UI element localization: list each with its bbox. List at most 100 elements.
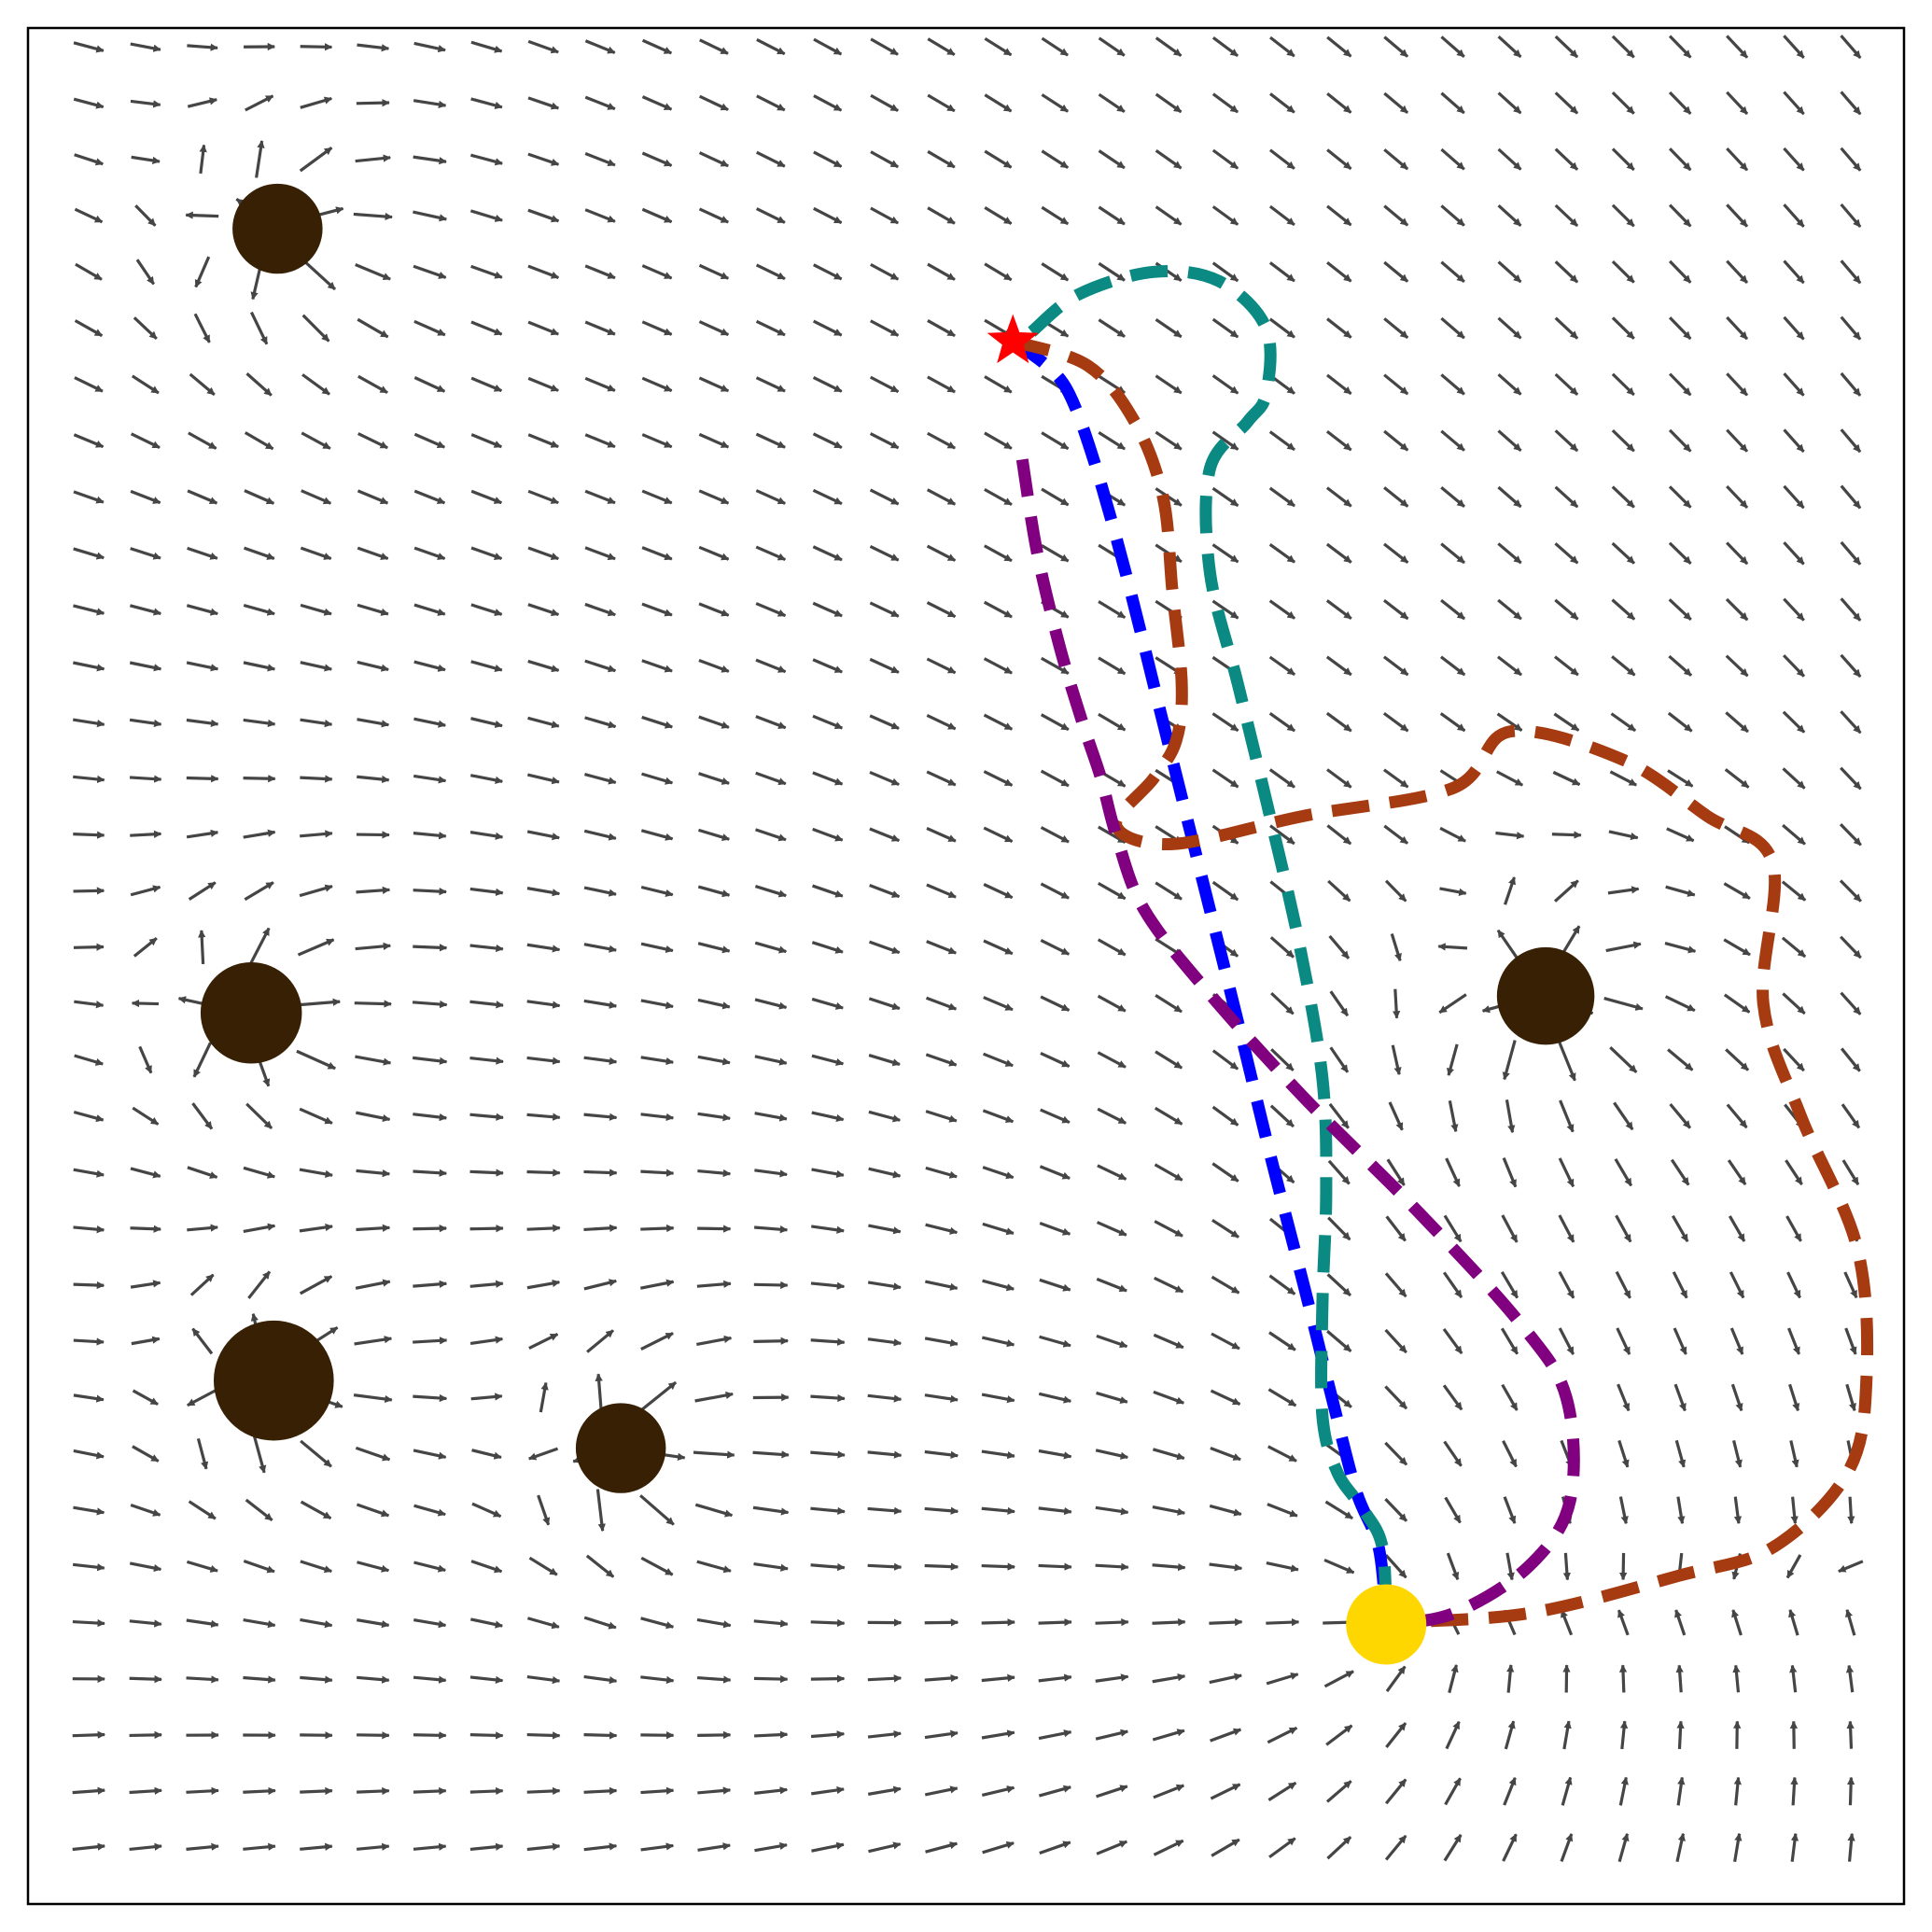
- field-arrow: [132, 1106, 160, 1126]
- field-arrow: [130, 547, 161, 560]
- field-arrow: [1560, 1833, 1574, 1863]
- field-arrow: [470, 320, 503, 336]
- field-arrow: [583, 829, 617, 841]
- field-arrow: [300, 775, 333, 783]
- field-arrow: [527, 716, 560, 729]
- field-arrow: [74, 376, 104, 393]
- field-arrow: [640, 1786, 675, 1795]
- field-arrow: [1211, 374, 1239, 395]
- field-arrow: [413, 1169, 448, 1177]
- field-arrow: [526, 1169, 561, 1177]
- field-arrow: [812, 771, 844, 786]
- field-arrow: [413, 717, 447, 728]
- field-arrow: [1384, 1834, 1407, 1861]
- field-arrow: [252, 1434, 267, 1474]
- field-arrow: [584, 39, 616, 54]
- field-arrow: [357, 775, 390, 784]
- field-arrow: [696, 1335, 733, 1347]
- field-arrow: [1097, 1164, 1127, 1181]
- field-arrow: [1154, 1220, 1183, 1238]
- field-arrow: [1210, 1783, 1241, 1800]
- field-arrow: [1447, 1043, 1459, 1076]
- field-arrow: [356, 99, 390, 107]
- field-arrow: [1618, 1776, 1629, 1806]
- field-arrow: [1095, 1562, 1129, 1571]
- field-arrow: [73, 1337, 105, 1346]
- field-arrow: [1209, 1504, 1242, 1517]
- field-arrow: [637, 1380, 678, 1414]
- field-arrow: [925, 996, 958, 1011]
- field-arrow: [754, 1169, 788, 1178]
- field-arrow: [984, 149, 1013, 169]
- field-arrow: [1152, 1505, 1186, 1516]
- field-arrow: [131, 999, 160, 1008]
- field-arrow: [130, 830, 162, 838]
- field-arrow: [1611, 598, 1636, 621]
- field-arrow: [1267, 1445, 1297, 1463]
- field-arrow: [1440, 91, 1465, 115]
- field-arrow: [1668, 91, 1692, 115]
- field-arrow: [1783, 91, 1805, 116]
- field-arrow: [300, 546, 332, 561]
- field-arrow: [867, 1393, 903, 1403]
- field-arrow: [300, 1617, 333, 1629]
- field-arrow: [1614, 1158, 1633, 1187]
- field-arrow: [1783, 315, 1805, 341]
- field-arrow: [925, 1280, 959, 1291]
- field-arrow: [1040, 938, 1071, 956]
- field-arrow: [1038, 1673, 1072, 1683]
- field-arrow: [1609, 1046, 1638, 1073]
- field-arrow: [699, 38, 729, 55]
- field-arrow: [1041, 544, 1070, 563]
- field-arrow: [1726, 315, 1749, 341]
- field-arrow: [698, 489, 730, 505]
- field-arrow: [413, 1225, 448, 1233]
- field-arrow: [584, 208, 616, 223]
- field-arrow: [1782, 710, 1806, 734]
- field-arrow: [130, 42, 161, 52]
- field-arrow: [1388, 1101, 1404, 1131]
- field-arrow: [867, 1729, 902, 1739]
- field-arrow: [1095, 1449, 1129, 1460]
- field-arrow: [1440, 35, 1465, 58]
- field-arrow: [583, 886, 617, 897]
- field-arrow: [697, 998, 731, 1010]
- field-arrow: [1039, 1221, 1071, 1236]
- field-arrow: [1667, 769, 1694, 788]
- field-arrow: [1038, 1729, 1072, 1741]
- field-arrow: [927, 37, 956, 57]
- field-arrow: [130, 489, 161, 505]
- field-arrow: [812, 263, 843, 281]
- field-arrow: [925, 1053, 958, 1067]
- field-arrow: [1383, 148, 1409, 171]
- field-arrow: [470, 433, 503, 449]
- field-arrow: [301, 314, 330, 343]
- field-arrow: [983, 600, 1013, 619]
- field-arrow: [301, 489, 332, 505]
- field-arrow: [698, 94, 729, 112]
- field-arrow: [356, 1224, 391, 1232]
- field-arrow: [1266, 1561, 1299, 1573]
- field-arrow: [924, 1562, 959, 1571]
- field-arrow: [1616, 1327, 1631, 1355]
- field-arrow: [870, 262, 900, 281]
- field-arrow: [868, 997, 901, 1011]
- field-arrow: [1611, 91, 1635, 115]
- field-arrow: [1840, 203, 1862, 229]
- field-arrow: [526, 1224, 561, 1233]
- field-arrow: [1325, 1724, 1353, 1746]
- field-arrow: [1611, 203, 1635, 228]
- field-arrow: [255, 140, 265, 178]
- field-arrow: [1497, 35, 1522, 59]
- field-arrow: [1725, 654, 1749, 678]
- field-arrow: [869, 827, 901, 843]
- field-arrow: [984, 93, 1013, 113]
- field-arrow: [981, 1673, 1015, 1683]
- field-arrow: [754, 1730, 789, 1739]
- field-arrow: [1783, 147, 1805, 172]
- field-arrow: [243, 1223, 276, 1234]
- field-arrow: [527, 320, 559, 336]
- obstacle-circle: [1496, 946, 1595, 1045]
- field-arrow: [1558, 1270, 1575, 1299]
- field-arrow: [698, 545, 730, 561]
